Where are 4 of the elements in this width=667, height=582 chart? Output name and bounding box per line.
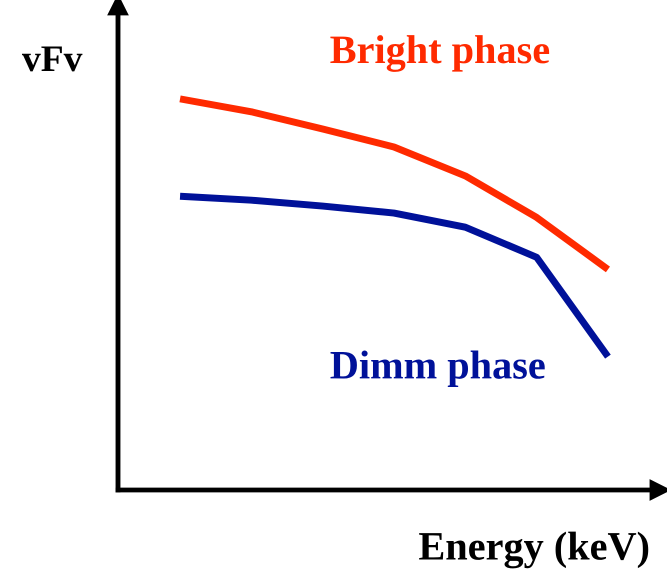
x-axis-title: Energy (keV): [419, 532, 648, 568]
series-label: Bright phase: [330, 35, 550, 72]
series-label: Dimm phase: [330, 350, 545, 388]
y-axis-title: vFv: [22, 46, 82, 72]
